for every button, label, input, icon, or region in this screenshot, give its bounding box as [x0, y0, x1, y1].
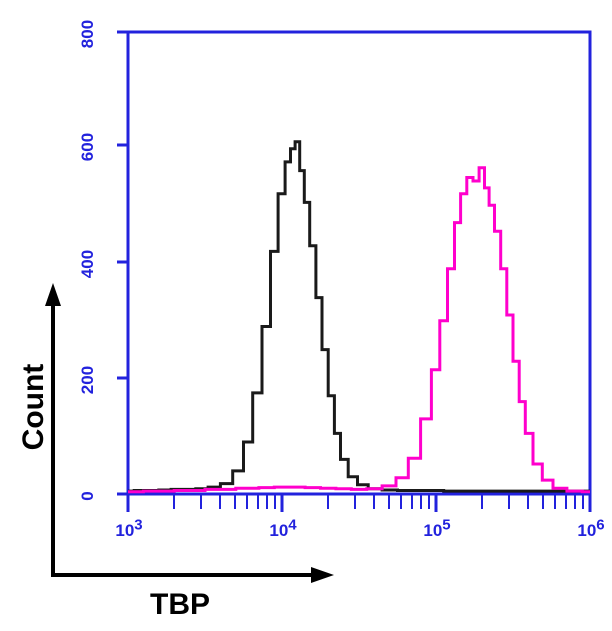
x-axis-ticks	[126, 494, 592, 512]
x-tick-label-1e4: 104	[262, 517, 304, 541]
outer-axis-arrows	[45, 283, 334, 583]
x-axis-title: TBP	[150, 588, 210, 621]
y-tick-label-200: 200	[78, 365, 97, 395]
x-tick-base-1e5: 10	[423, 521, 443, 540]
x-tick-base-1e6: 10	[577, 521, 597, 540]
y-axis-ticks	[117, 30, 128, 496]
x-tick-label-1e3: 103	[108, 517, 150, 541]
series-curve-control	[128, 140, 590, 493]
x-tick-exp-1e6: 6	[596, 516, 605, 534]
y-tick-label-600: 600	[78, 132, 97, 162]
y-tick-label-800: 800	[78, 19, 97, 49]
x-tick-label-1e5: 105	[416, 517, 458, 541]
x-tick-exp-1e3: 3	[134, 516, 143, 534]
plot-frame	[126, 30, 592, 496]
x-tick-base-1e4: 10	[269, 521, 289, 540]
series-curve-sample	[128, 166, 590, 494]
y-axis-title: Count	[17, 363, 50, 451]
x-tick-label-1e6: 106	[570, 517, 612, 541]
x-tick-exp-1e4: 4	[288, 516, 297, 534]
y-tick-label-0: 0	[78, 491, 97, 501]
data-series-layer	[128, 140, 590, 494]
y-tick-label-400: 400	[78, 249, 97, 279]
x-tick-exp-1e5: 5	[442, 516, 451, 534]
x-tick-base-1e3: 10	[115, 521, 135, 540]
